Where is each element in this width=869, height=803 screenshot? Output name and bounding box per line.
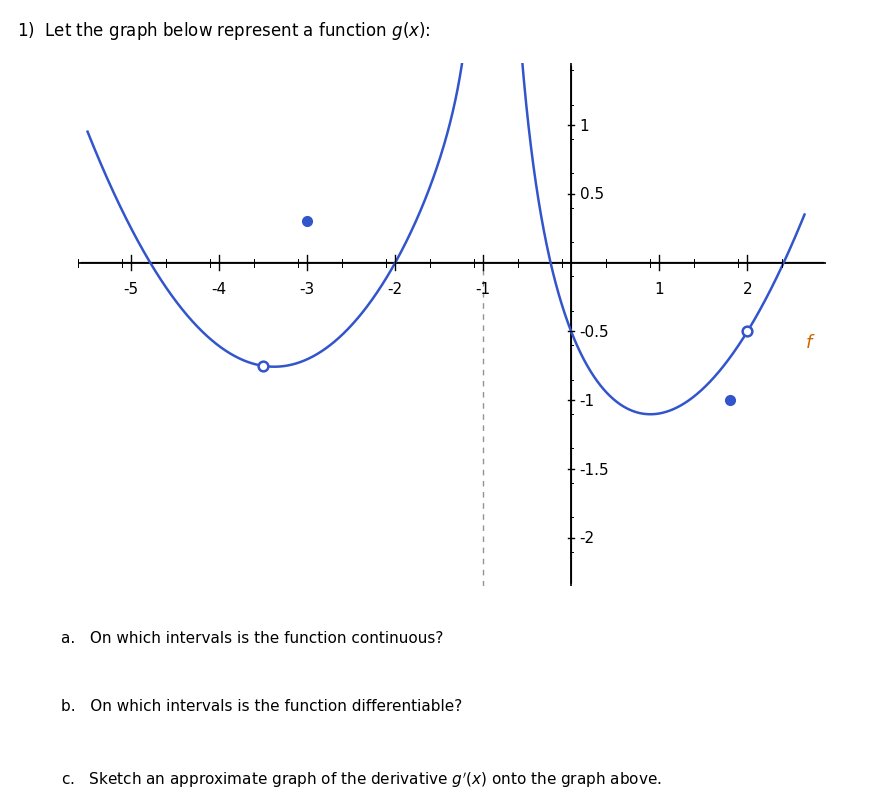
Text: -5: -5 [123,282,138,297]
Text: 2: 2 [741,282,751,297]
Text: -0.5: -0.5 [579,324,608,340]
Text: -1: -1 [579,393,594,408]
Text: $f$: $f$ [805,334,815,352]
Text: b.   On which intervals is the function differentiable?: b. On which intervals is the function di… [61,699,461,714]
Text: c.   Sketch an approximate graph of the derivative $g'(x)$ onto the graph above.: c. Sketch an approximate graph of the de… [61,769,661,789]
Text: 0.5: 0.5 [579,187,603,202]
Text: a.   On which intervals is the function continuous?: a. On which intervals is the function co… [61,630,443,646]
Text: -2: -2 [388,282,402,297]
Text: -3: -3 [299,282,315,297]
Text: -2: -2 [579,531,594,545]
Text: -1: -1 [475,282,490,297]
Text: -1.5: -1.5 [579,462,608,477]
Text: -4: -4 [211,282,227,297]
Text: 1: 1 [653,282,663,297]
Text: 1: 1 [579,119,588,133]
Text: 1)  Let the graph below represent a function $g(x)$:: 1) Let the graph below represent a funct… [17,20,430,42]
